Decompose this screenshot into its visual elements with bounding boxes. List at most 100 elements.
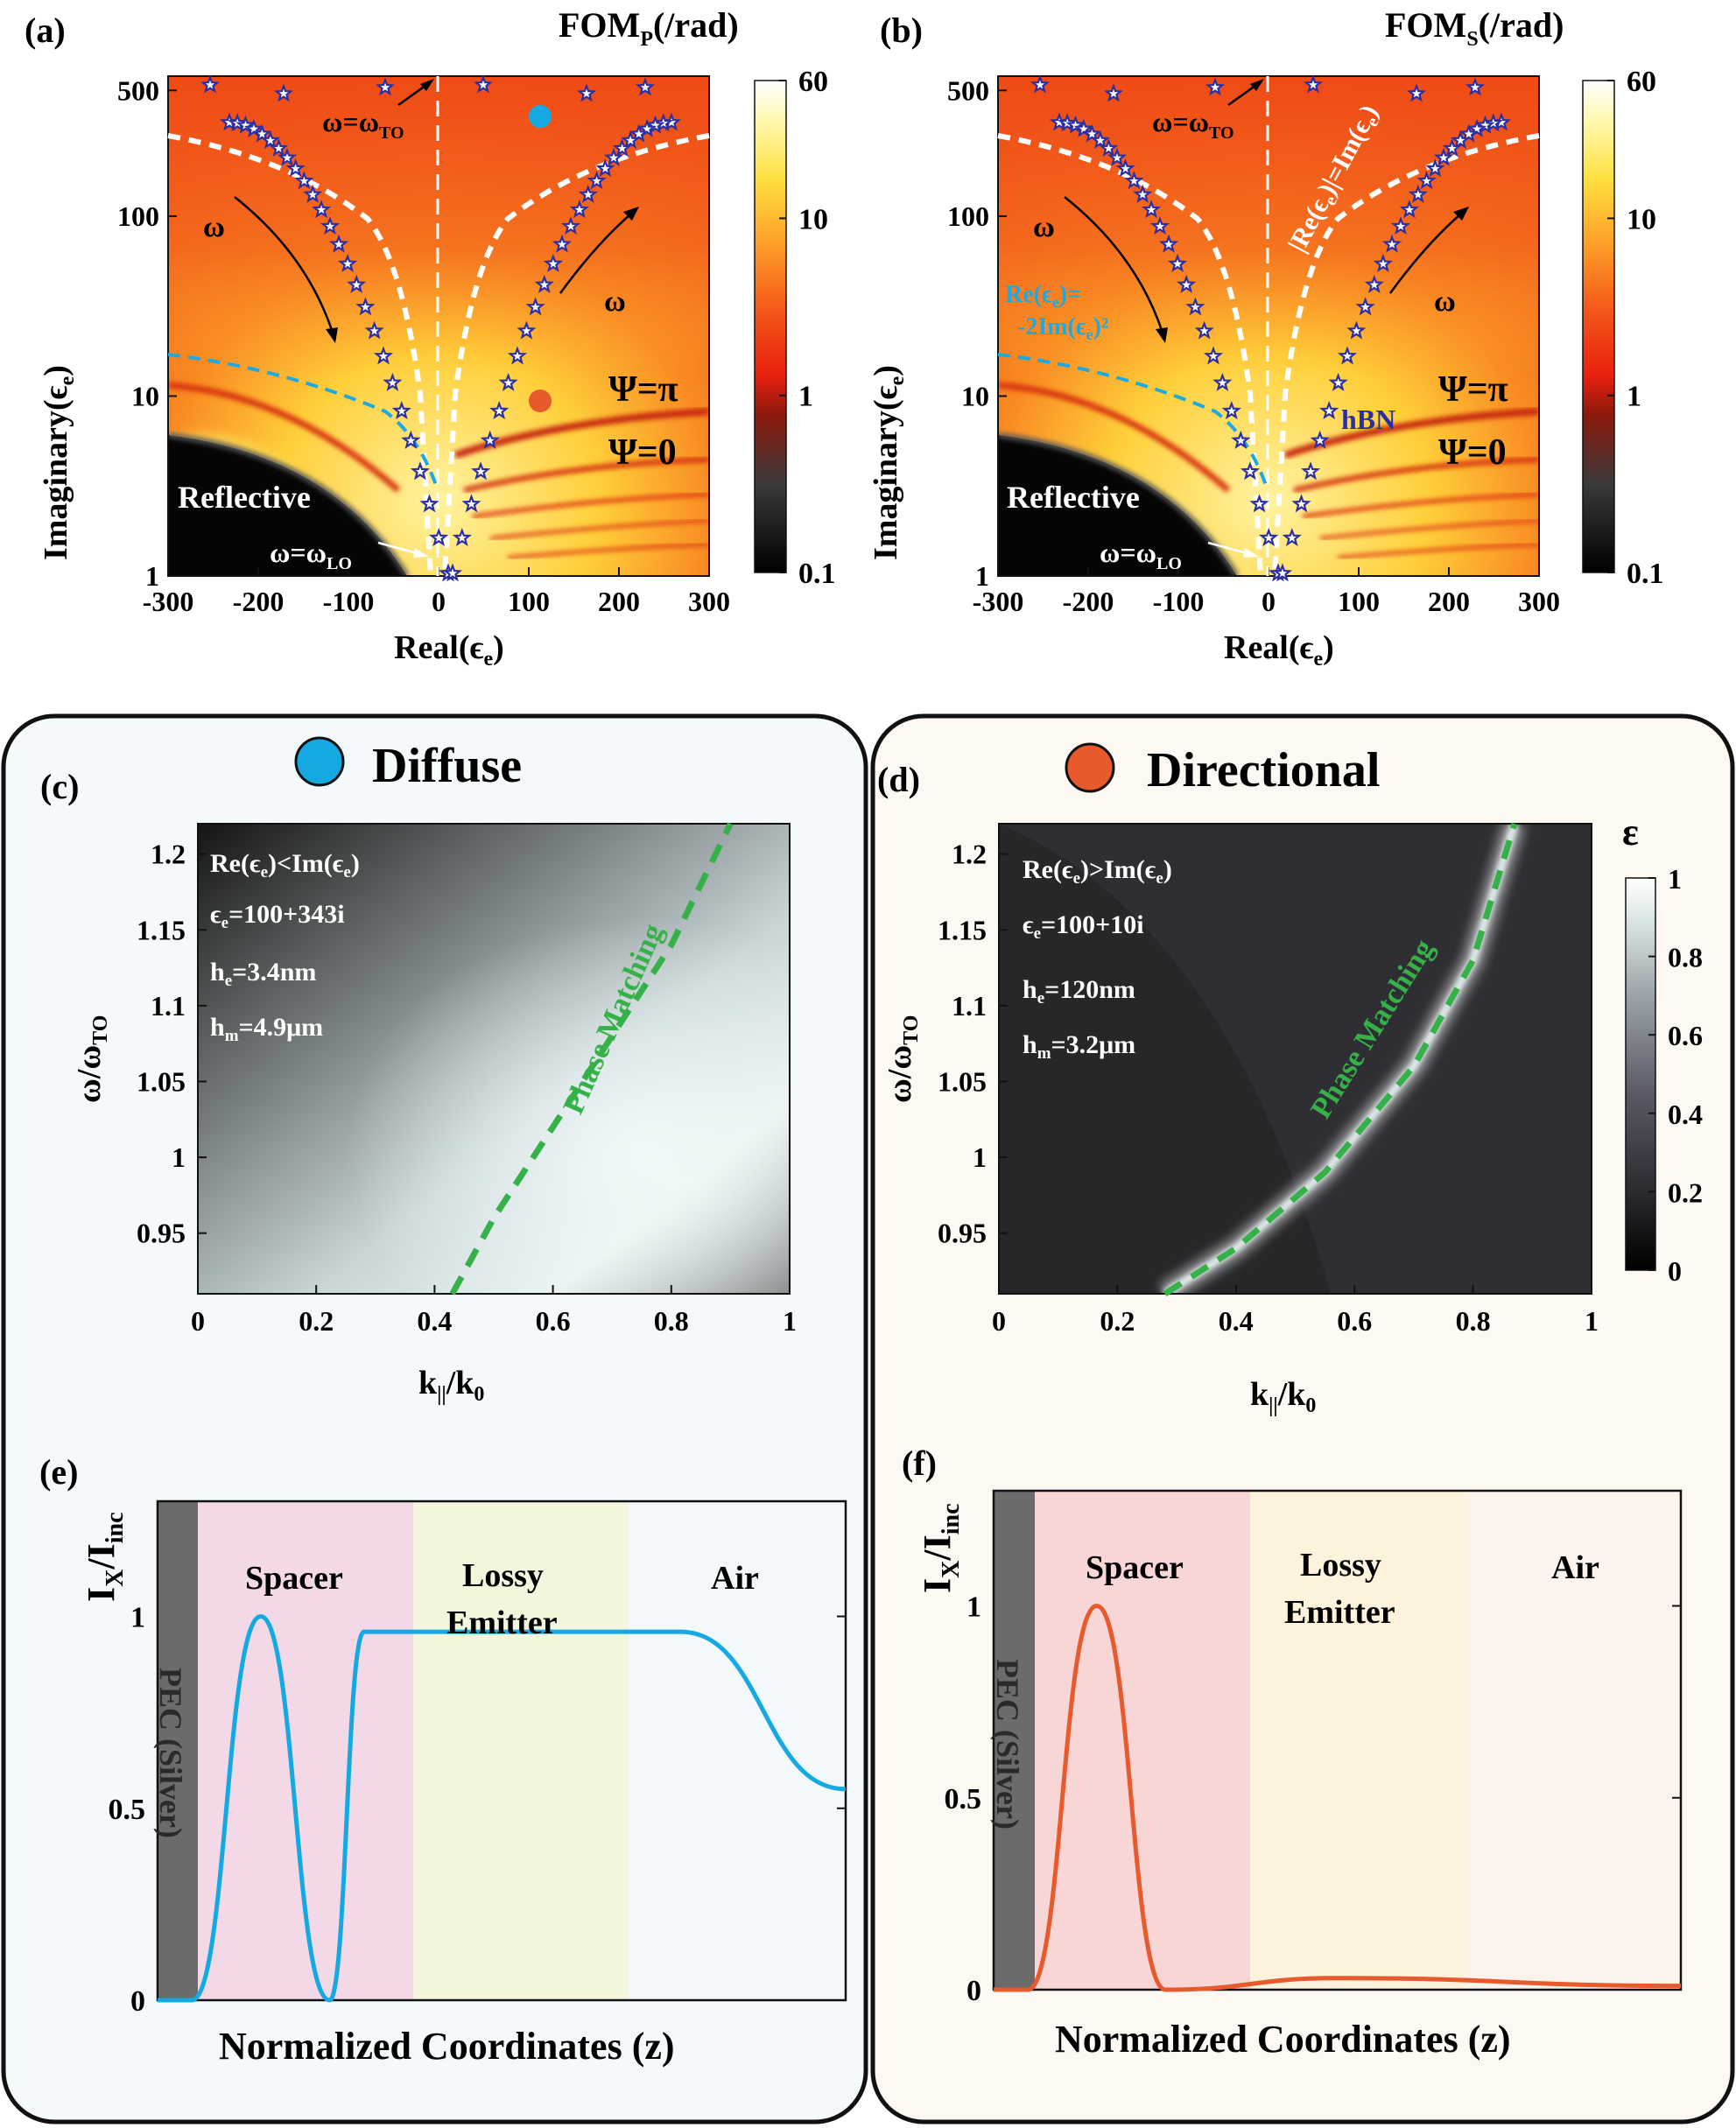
panel-d-label: (d) [877, 760, 920, 799]
hbn-star [1465, 77, 1486, 96]
panel-b-title: FOMS(/rad) [1385, 5, 1564, 51]
panel-b-title-main: FOM [1385, 5, 1466, 45]
panel-a-diffuse-marker [529, 105, 552, 128]
panel-a-omega-left: ω [203, 211, 225, 243]
hbn-star [1458, 123, 1479, 143]
panel-d-colorbar-ticks: 0 0.2 0.4 0.6 0.8 1 [1648, 863, 1703, 1287]
hbn-star [1259, 527, 1279, 547]
hbn-star [347, 274, 367, 293]
panel-b-cbar-tick-label: 0.1 [1627, 558, 1664, 590]
panel-b-title-tail: (/rad) [1479, 5, 1564, 45]
panel-b-xtick-label: 100 [1338, 586, 1380, 617]
hbn-star [1107, 147, 1128, 166]
hbn-star [1442, 138, 1462, 158]
hbn-star [560, 216, 581, 235]
hbn-star [543, 253, 563, 272]
hbn-star [1390, 216, 1411, 235]
panel-a-cbar-tick-label: 60 [798, 66, 828, 98]
hbn-star [452, 527, 472, 547]
hbn-star [1364, 274, 1384, 293]
hbn-star [629, 123, 649, 143]
hbn-star [375, 77, 396, 96]
panel-c-param-1: Re(ϵe)<Im(ϵe) [210, 849, 360, 881]
hbn-star [1231, 430, 1251, 449]
hbn-star [252, 123, 272, 143]
panel-b-cyan-label-1: Re(ϵe)= [1005, 281, 1081, 311]
panel-b-ylabel: Imaginary(ϵe) [868, 365, 909, 560]
hbn-star [1177, 274, 1197, 293]
panel-a-cbar-tick-label: 1 [798, 381, 813, 413]
hbn-star [587, 171, 607, 190]
panel-c-ytick-label: 1.2 [151, 839, 186, 870]
panel-d-axes [998, 823, 1592, 1295]
panel-a-colorbar-ticks: 0.1 1 10 60 [779, 66, 836, 590]
panel-b-cbar-tick-label: 60 [1627, 66, 1656, 98]
panel-c-ytick-label: 1 [172, 1141, 186, 1173]
panel-c-phase-matching-curve [449, 822, 734, 1296]
panel-b-title-sub: S [1466, 28, 1478, 51]
hbn-star [410, 461, 430, 481]
panel-c-ytick-label: 0.95 [137, 1218, 186, 1249]
hbn-star [1373, 253, 1393, 272]
panel-a-xtick-label: 0 [432, 586, 446, 617]
panel-f-emitter-region [1250, 1491, 1465, 1990]
hbn-star [1301, 461, 1321, 481]
panel-e: (e) 00.51 Spacer Lossy Emitter Air PEC (… [39, 1452, 847, 2068]
panel-e-air-label: Air [711, 1560, 759, 1597]
panel-e-emitter-label-1: Lossy [462, 1557, 544, 1594]
hbn-star [1142, 200, 1162, 219]
panel-c-param-2: ϵe=100+343i [210, 900, 345, 932]
panel-c-xtick-label: 0.8 [654, 1305, 689, 1337]
hbn-star [260, 130, 280, 150]
panel-b-omega-to-main: ω=ω [1152, 106, 1209, 137]
panel-b-xtick-label: -100 [1153, 586, 1205, 617]
panel-a-ytick-label: 1 [145, 560, 159, 592]
panel-f-ytick-label: 1 [966, 1591, 981, 1624]
panel-c-xtick-label: 1 [783, 1305, 797, 1337]
hbn-star [1205, 77, 1226, 96]
panel-b-omega-to-sub: TO [1209, 123, 1234, 143]
panel-e-emitter-region [413, 1501, 629, 2000]
panel-d-phase-matching-curve [1163, 822, 1518, 1296]
hbn-star [1221, 400, 1241, 420]
hbn-star [1337, 346, 1358, 365]
panel-a-title-main: FOM [559, 5, 640, 45]
panel-b-ytick-label: 1 [975, 560, 989, 592]
panel-c-axes [197, 823, 791, 1295]
panel-a-colorbar [754, 80, 787, 573]
panel-e-ytick-label: 1 [130, 1602, 145, 1634]
panel-e-ytick-label: 0 [130, 1985, 145, 2018]
hbn-star [645, 115, 665, 134]
panel-b-ytick-label: 500 [947, 74, 989, 106]
panel-a: (a) FOMP(/rad) -300 -200 -100 0 100 200 300110… [25, 5, 836, 671]
panel-a-xtick-label: 100 [508, 586, 550, 617]
panel-a-omega-right: ω [604, 285, 626, 318]
panel-f: (f) 00.51 Spacer Lossy Emitter Air PEC (… [902, 1443, 1683, 2061]
panel-b: (b) FOMS(/rad) -300 -200 -100 0 100 200 300110… [868, 5, 1664, 671]
hbn-star [200, 74, 221, 94]
panel-a-hbn-stars [200, 74, 682, 582]
panel-e-pec-label: PEC (Silver) [153, 1668, 188, 1838]
panel-f-air-label: Air [1551, 1549, 1599, 1586]
hbn-star [1249, 494, 1269, 513]
panel-b-omega-to: ω=ωTO [1152, 106, 1234, 143]
panel-e-emitter-label-2: Emitter [446, 1605, 558, 1641]
panel-b-omega-lo-arrow [1207, 541, 1251, 556]
panel-f-pec-label: PEC (Silver) [990, 1659, 1025, 1830]
panel-f-ticks: 00.51 [945, 1591, 1681, 2007]
panel-b-omega-lo-main: ω=ω [1100, 537, 1156, 568]
panel-c-xtick-label: 0.6 [536, 1305, 571, 1337]
hbn-star [1212, 372, 1233, 391]
panel-d-cbar-tick-label: 0.8 [1668, 942, 1703, 973]
hbn-star [576, 83, 597, 102]
panel-d-ytick-label: 1 [973, 1141, 987, 1173]
panel-b-omega-lo: ω=ωLO [1100, 537, 1182, 573]
panel-e-label: (e) [39, 1452, 78, 1492]
hbn-star [373, 346, 394, 365]
hbn-star [1240, 461, 1260, 481]
hbn-star [320, 216, 341, 235]
panel-a-xtick-label: -100 [323, 586, 375, 617]
hbn-star [612, 138, 632, 158]
panel-b-hbn-stars [1030, 74, 1512, 582]
